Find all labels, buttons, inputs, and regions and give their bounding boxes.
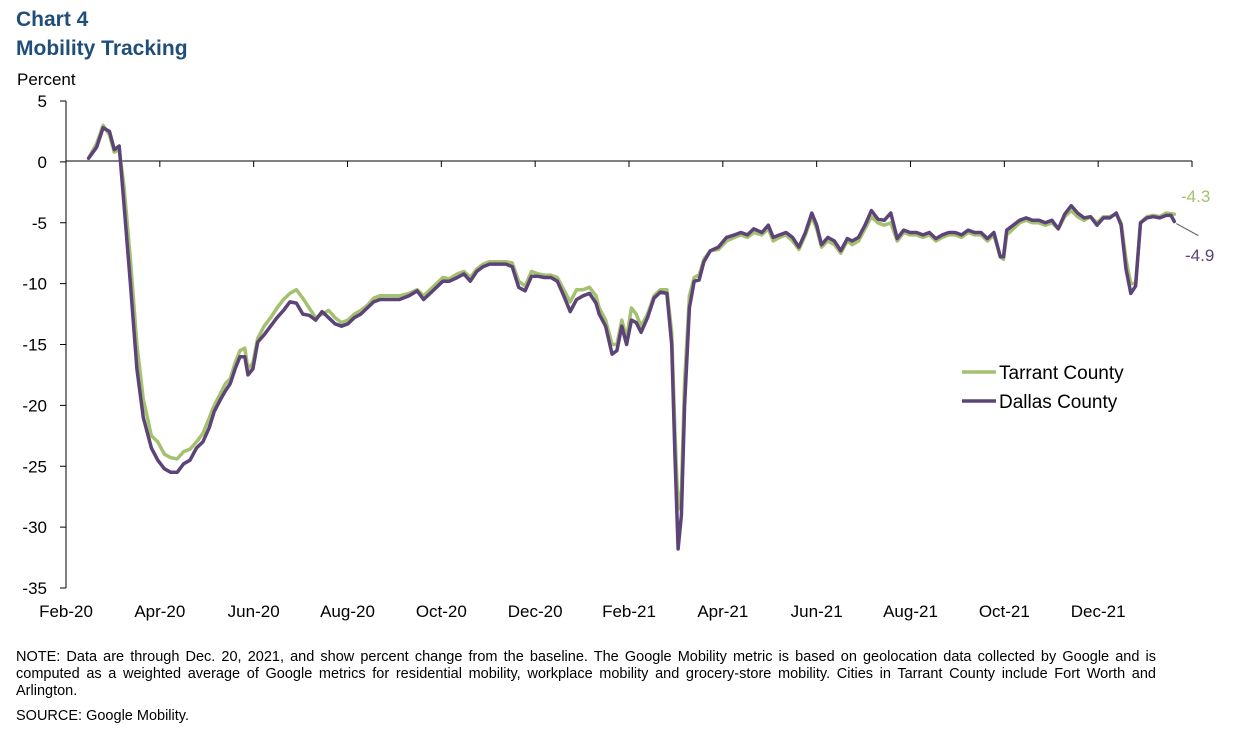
series-line-dallas bbox=[86, 126, 1177, 551]
legend-label-tarrant: Tarrant County bbox=[999, 363, 1124, 384]
y-tick-label: -30 bbox=[22, 518, 47, 537]
x-tick-label: Feb-21 bbox=[602, 602, 656, 621]
x-tick-label: Oct-20 bbox=[416, 602, 467, 621]
source-note: SOURCE: Google Mobility. bbox=[16, 708, 189, 724]
x-tick-label: Apr-21 bbox=[697, 602, 748, 621]
y-tick-label: -25 bbox=[22, 457, 47, 476]
y-tick-label: 5 bbox=[38, 92, 47, 111]
y-tick-label: -10 bbox=[22, 275, 47, 294]
series-line-tarrant bbox=[86, 123, 1177, 511]
series-lines bbox=[86, 123, 1177, 551]
y-tick-label: 0 bbox=[38, 153, 47, 172]
y-tick-label: -5 bbox=[32, 214, 47, 233]
chart-title: Mobility Tracking bbox=[16, 37, 188, 60]
y-tick-label: -20 bbox=[22, 396, 47, 415]
x-tick-label: Feb-20 bbox=[39, 602, 93, 621]
y-axis: 5 0 -5 -10 -15 -20 -25 -30 -35 bbox=[22, 92, 67, 598]
x-tick-label: Aug-21 bbox=[883, 602, 938, 621]
x-tick-label: Aug-20 bbox=[320, 602, 375, 621]
y-axis-label: Percent bbox=[17, 70, 76, 89]
chart-number: Chart 4 bbox=[16, 8, 89, 31]
end-labels: -4.3 -4.9 bbox=[1176, 187, 1214, 265]
x-tick-label: Jun-20 bbox=[228, 602, 280, 621]
footnote: NOTE: Data are through Dec. 20, 2021, an… bbox=[16, 649, 1156, 699]
y-tick-label: -35 bbox=[22, 579, 47, 598]
line-chart: Percent 5 0 -5 -10 -15 -20 -25 -30 -35 Feb-20 Apr… bbox=[17, 70, 1214, 621]
x-tick-label: Jun-21 bbox=[791, 602, 843, 621]
x-tick-label: Oct-21 bbox=[979, 602, 1030, 621]
end-label-dallas: -4.9 bbox=[1185, 246, 1214, 265]
x-tick-label: Dec-21 bbox=[1071, 602, 1126, 621]
end-label-leader bbox=[1176, 223, 1199, 236]
end-label-tarrant: -4.3 bbox=[1181, 187, 1210, 206]
x-tick-label: Apr-20 bbox=[134, 602, 185, 621]
legend: Tarrant County Dallas County bbox=[962, 363, 1124, 413]
y-tick-label: -15 bbox=[22, 336, 47, 355]
x-axis: Feb-20 Apr-20 Jun-20 Aug-20 Oct-20 Dec-20 Feb-… bbox=[39, 160, 1193, 621]
legend-label-dallas: Dallas County bbox=[999, 392, 1118, 413]
x-tick-label: Dec-20 bbox=[508, 602, 563, 621]
